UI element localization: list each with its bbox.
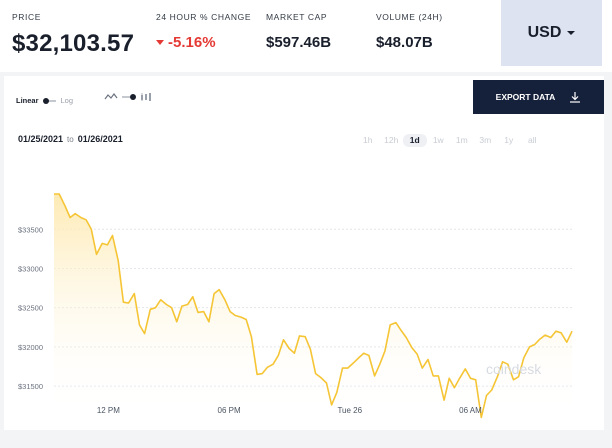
y-tick-label: $32500 [18,304,43,313]
chart-type-toggle[interactable] [104,92,152,102]
x-tick-label: Tue 26 [337,406,362,415]
y-tick-label: $33000 [18,264,43,273]
scale-toggle[interactable]: Linear Log [16,96,73,105]
y-tick-label: $33500 [18,225,43,234]
chart-panel: Linear Log EXPORT DATA 01/25/2021 to 01/26… [4,76,604,430]
line-chart-icon[interactable] [104,92,118,102]
change-stat: 24 HOUR % CHANGE -5.16% [156,12,251,51]
x-tick-label: 06 PM [218,406,241,415]
range-1y[interactable]: 1y [504,135,514,145]
scale-switch-icon[interactable] [42,97,57,104]
export-data-button[interactable]: EXPORT DATA [473,80,604,114]
range-1w[interactable]: 1w [432,135,444,145]
down-arrow-icon [156,39,164,45]
date-from: 01/25/2021 [18,134,64,144]
date-range: 01/25/2021 to 01/26/2021 [18,134,123,144]
price-area [54,194,572,418]
range-1m[interactable]: 1m [455,135,468,145]
range-all[interactable]: all [527,135,537,145]
stats-header: PRICE $32,103.57 24 HOUR % CHANGE -5.16%… [0,0,612,72]
y-tick-label: $32000 [18,343,43,352]
x-tick-label: 12 PM [97,406,120,415]
market-cap-value: $597.46B [266,34,332,51]
price-line [54,193,573,419]
price-label: PRICE [12,12,41,22]
x-axis-labels: 12 PM 06 PM Tue 26 06 AM [97,406,482,415]
date-to-word: to [67,135,74,144]
download-icon [570,92,581,103]
volume-value: $48.07B [376,34,433,51]
date-to: 01/26/2021 [77,134,123,144]
currency-dropdown[interactable]: USD [501,0,602,66]
range-1h[interactable]: 1h [363,135,373,145]
change-value-text: -5.16% [168,34,216,51]
change-value: -5.16% [156,34,251,51]
range-3m[interactable]: 3m [479,135,492,145]
market-cap-stat: MARKET CAP $597.46B [266,12,331,51]
range-12h[interactable]: 12h [384,135,399,145]
scale-log[interactable]: Log [60,96,74,105]
volume-label: VOLUME (24H) [376,12,443,22]
price-chart: $33500$33000$32500$32000$31500 coindesk … [18,193,573,419]
candlestick-chart-icon[interactable] [140,92,152,102]
caret-down-icon [567,31,576,35]
y-axis-labels: $33500 $33000 $32500 $32000 $31500 [18,225,43,391]
export-data-label: EXPORT DATA [495,92,556,102]
price-stat: PRICE $32,103.57 [12,12,134,58]
chart-type-switch-icon[interactable] [122,94,136,100]
currency-label: USD [527,24,562,41]
y-tick-label: $31500 [18,382,43,391]
market-cap-label: MARKET CAP [266,12,328,22]
scale-linear[interactable]: Linear [16,96,39,105]
coindesk-watermark: coindesk [486,361,542,377]
x-tick-label: 06 AM [459,406,482,415]
change-label: 24 HOUR % CHANGE [156,12,252,22]
price-value: $32,103.57 [12,30,135,57]
time-range-selector: 1h 12h 1d 1w 1m 3m 1y all [356,134,544,147]
range-1d[interactable]: 1d [403,134,427,147]
volume-stat: VOLUME (24H) $48.07B [376,12,443,51]
